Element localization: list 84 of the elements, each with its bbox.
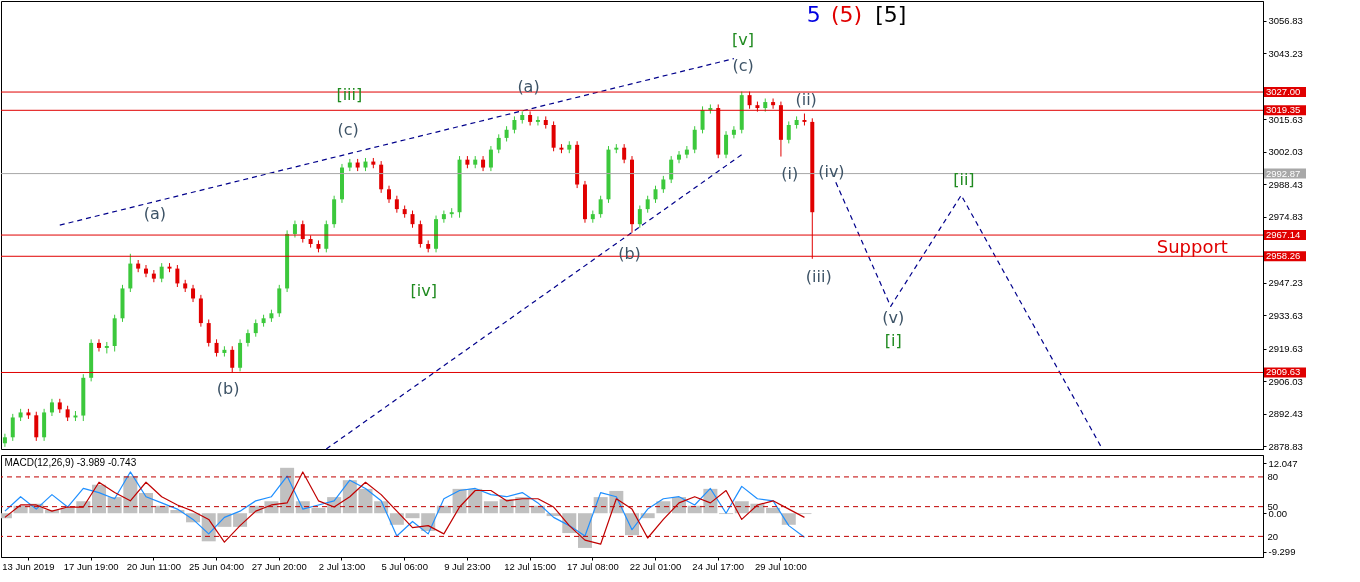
candlestick [724, 130, 729, 159]
annotation: (iv) [818, 161, 845, 181]
candlestick [151, 269, 156, 283]
y-tick-label: 12.047 [1268, 457, 1298, 469]
candlestick [496, 133, 501, 154]
candlestick [175, 264, 180, 288]
bar [656, 501, 671, 514]
y-tick-label: 3056.83 [1268, 15, 1303, 27]
ref-line-label: 2958.26 [1266, 250, 1301, 262]
y-tick-label: 2947.23 [1268, 277, 1303, 289]
candlestick [551, 120, 556, 152]
candlestick [622, 143, 627, 164]
x-tick-label: 17 Jul 08:00 [566, 560, 619, 572]
ref-line-label: 3019.35 [1266, 104, 1301, 116]
annotation: (v) [882, 308, 905, 328]
y-tick-label: 3015.63 [1268, 113, 1303, 125]
bar [781, 513, 796, 525]
candlestick [684, 145, 689, 159]
ref-line-label: 2992.87 [1266, 167, 1301, 179]
x-tick-label: 5 Jul 06:00 [381, 560, 428, 572]
annotation: (ii) [795, 90, 817, 110]
annotation: 5 [806, 1, 821, 27]
candlestick [488, 145, 493, 172]
ref-line-label: 2967.14 [1266, 229, 1301, 241]
x-tick-label: 17 Jun 19:00 [63, 560, 119, 572]
y-tick-label: -9.299 [1268, 546, 1296, 558]
candlestick [34, 411, 39, 442]
x-tick-label: 9 Jul 23:00 [444, 560, 491, 572]
bar [233, 513, 248, 527]
candlestick [637, 205, 642, 229]
y2-tick-label: 80 [1267, 471, 1279, 483]
candlestick [692, 125, 697, 154]
y2-tick-label: 20 [1267, 530, 1279, 542]
candlestick [96, 338, 101, 353]
annotation: [v] [732, 30, 755, 50]
annotation: [ii] [953, 170, 975, 190]
chart-title: MACD(12,26,9) -3.989 -0.743 [4, 457, 137, 468]
annotation: [5] [875, 1, 907, 27]
annotation: (b) [216, 379, 240, 399]
y-tick-label: 2933.63 [1268, 309, 1303, 321]
x-tick-label: 22 Jul 01:00 [629, 560, 682, 572]
annotation: Support [1156, 235, 1228, 257]
candlestick [535, 115, 540, 126]
annotation: [iv] [410, 281, 437, 301]
annotation: (a) [143, 204, 167, 224]
y-tick-label: 2988.43 [1268, 178, 1303, 190]
annotation: (i) [781, 164, 799, 184]
annotation: (a) [517, 77, 540, 97]
candlestick [10, 413, 15, 442]
candlestick [206, 319, 211, 347]
x-tick-label: 2 Jul 13:00 [318, 560, 366, 572]
candlestick [700, 105, 705, 134]
x-tick-label: 12 Jul 15:00 [504, 560, 556, 572]
candlestick [159, 262, 164, 283]
candlestick [441, 210, 446, 224]
candlestick [669, 155, 674, 184]
annotation: (c) [337, 120, 359, 140]
x-tick-label: 20 Jun 11:00 [126, 560, 181, 572]
candlestick [2, 433, 7, 448]
ref-line-label: 2909.63 [1266, 366, 1301, 378]
y-tick-label: 2906.03 [1268, 375, 1303, 387]
x-tick-label: 25 Jun 04:00 [189, 560, 245, 572]
candlestick [598, 195, 603, 219]
bar [483, 501, 498, 514]
candlestick [677, 150, 682, 164]
y-tick-label: 3002.03 [1268, 146, 1303, 158]
y-tick-label: 2919.63 [1268, 343, 1303, 355]
x-tick-label: 24 Jul 17:00 [692, 560, 745, 572]
candlestick [786, 120, 791, 144]
x-tick-label: 29 Jul 10:00 [755, 560, 807, 572]
candlestick [144, 264, 149, 278]
candlestick [481, 155, 486, 172]
annotation: (iii) [805, 266, 832, 286]
y-tick-label: 2892.43 [1268, 408, 1303, 420]
x-tick-label: 13 Jun 2019 [2, 560, 55, 572]
annotation: [i] [884, 331, 902, 351]
ref-line-label: 3027.00 [1266, 86, 1301, 98]
y-tick-label: 2878.83 [1268, 440, 1303, 452]
x-tick-label: 27 Jun 20:00 [251, 560, 307, 572]
annotation: (5) [830, 1, 863, 27]
y-tick-label: 2974.83 [1268, 211, 1303, 223]
annotation: (c) [732, 55, 754, 75]
candlestick [731, 125, 736, 139]
y-tick-label: 3043.23 [1268, 47, 1303, 59]
